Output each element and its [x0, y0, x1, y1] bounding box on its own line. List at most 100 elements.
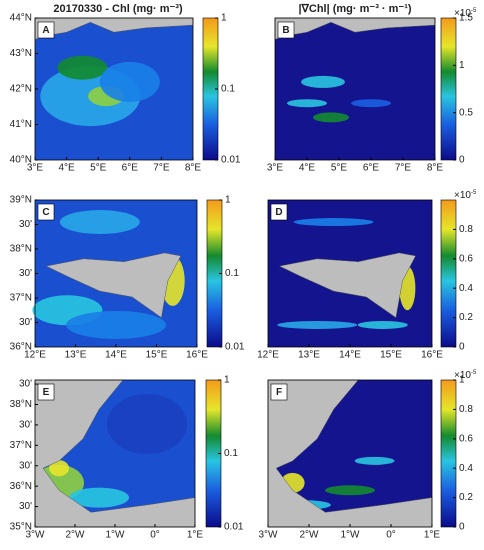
y-tick-label: 30': [19, 317, 32, 328]
land: [278, 252, 416, 319]
x-tick-label: 14°E: [339, 350, 361, 361]
x-tick-label: 8°E: [427, 163, 444, 174]
x-tick-label: 8°E: [185, 163, 202, 174]
colorbar-tick-label: 1: [459, 375, 465, 386]
y-tick-label: 37°N: [10, 293, 32, 304]
x-tick-label: 1°W: [341, 530, 361, 541]
x-tick-label: 4°E: [299, 163, 316, 174]
x-tick-label: 15°E: [146, 350, 168, 361]
multiplier-exponent: -5: [471, 370, 477, 376]
y-tick-label: 42°N: [10, 84, 32, 95]
y-tick-label: 44°N: [10, 13, 32, 24]
colorbar-tick-label: 0.8: [459, 404, 473, 415]
colorbar-multiplier: ×10-5: [454, 370, 477, 381]
x-tick-label: 12°E: [257, 350, 279, 361]
x-tick-label: 13°E: [298, 350, 320, 361]
y-tick-label: 39°N: [10, 195, 32, 206]
feature: [66, 310, 166, 339]
colorbar-tick-label: 0.2: [459, 312, 473, 323]
panel-label-box: [37, 21, 55, 39]
x-tick-label: 15°E: [380, 350, 402, 361]
x-tick-label: 16°E: [421, 350, 443, 361]
x-tick-label: 5°E: [331, 163, 348, 174]
feature: [293, 218, 374, 227]
multiplier-base: ×10: [454, 8, 471, 19]
colorbar-tick-label: 0.01: [225, 342, 245, 353]
colorbar-tick-label: 0.6: [459, 253, 473, 264]
colorbar-tick-label: 0: [459, 155, 465, 166]
colorbar: [440, 17, 457, 161]
colorbar-tick-label: 0.4: [459, 463, 473, 474]
colorbar-tick-label: 0.2: [459, 492, 473, 503]
feature: [49, 460, 69, 477]
colorbar-tick-label: 1.5: [459, 13, 473, 24]
feature: [59, 210, 140, 235]
y-tick-label: 30': [19, 460, 32, 471]
title: |∇Chl| (mg· m⁻³ · m⁻¹): [298, 3, 411, 15]
x-tick-label: 12°E: [24, 350, 46, 361]
panel-label: D: [275, 207, 282, 218]
colorbar-tick-label: 1: [224, 375, 230, 386]
feature: [99, 61, 160, 102]
colorbar: [440, 199, 457, 348]
feature: [357, 320, 408, 329]
colorbar-tick-label: 0.1: [224, 448, 238, 459]
x-tick-label: 7°E: [153, 163, 170, 174]
colorbar-tick-label: 0: [459, 522, 465, 533]
colorbar-multiplier: ×10-5: [454, 8, 477, 19]
y-tick-label: 37°N: [10, 440, 32, 451]
x-tick-label: 1°E: [424, 530, 441, 541]
x-tick-label: 7°E: [395, 163, 412, 174]
colorbar-tick-label: 0.01: [224, 522, 244, 533]
x-tick-label: 2°W: [300, 530, 320, 541]
panel-label: B: [282, 25, 289, 36]
feature: [313, 112, 349, 123]
feature: [277, 320, 358, 329]
y-tick-label: 36°N: [10, 342, 32, 353]
land: [45, 252, 182, 319]
feature: [69, 487, 129, 508]
multiplier-base: ×10: [454, 370, 471, 381]
y-tick-label: 30': [19, 420, 32, 431]
y-tick-label: 30': [19, 219, 32, 230]
colorbar-tick-label: 0.01: [221, 155, 241, 166]
feature: [354, 456, 395, 465]
y-tick-label: 36°N: [10, 481, 32, 492]
y-tick-label: 38°N: [10, 244, 32, 255]
colorbar-tick-label: 0.8: [459, 224, 473, 235]
feature: [57, 55, 108, 80]
x-tick-label: 3°E: [27, 163, 44, 174]
x-tick-label: 0°: [386, 530, 396, 541]
colorbar-tick-label: 1: [459, 60, 465, 71]
x-tick-label: 3°W: [26, 530, 46, 541]
x-tick-label: 3°W: [259, 530, 279, 541]
x-tick-label: 13°E: [65, 350, 87, 361]
x-tick-label: 6°E: [363, 163, 380, 174]
y-tick-label: 43°N: [10, 48, 32, 59]
multiplier-exponent: -5: [471, 8, 477, 14]
colorbar-tick-label: 0: [459, 342, 465, 353]
panel-label: F: [276, 387, 282, 398]
panel-label-box: [277, 21, 295, 39]
x-tick-label: 1°E: [187, 530, 204, 541]
map-frame: [274, 17, 436, 161]
x-tick-label: 4°E: [58, 163, 75, 174]
panel-label: E: [43, 387, 50, 398]
title: 20170330 - Chl (mg· m⁻³): [53, 3, 183, 15]
y-tick-label: 40°N: [10, 155, 32, 166]
x-tick-label: 5°E: [90, 163, 107, 174]
feature: [325, 485, 375, 496]
feature: [287, 99, 327, 108]
y-tick-label: 41°N: [10, 119, 32, 130]
colorbar-tick-label: 0.1: [225, 268, 239, 279]
y-tick-label: 30': [19, 268, 32, 279]
feature: [301, 75, 345, 88]
panel-label: C: [42, 207, 49, 218]
x-tick-label: 0°: [150, 530, 160, 541]
colorbar-tick-label: 0.5: [459, 107, 473, 118]
sea: [275, 18, 435, 160]
y-tick-label: 35°N: [10, 522, 32, 533]
multiplier-exponent: -5: [471, 190, 477, 196]
colorbar: [440, 379, 457, 528]
x-tick-label: 2°W: [66, 530, 86, 541]
